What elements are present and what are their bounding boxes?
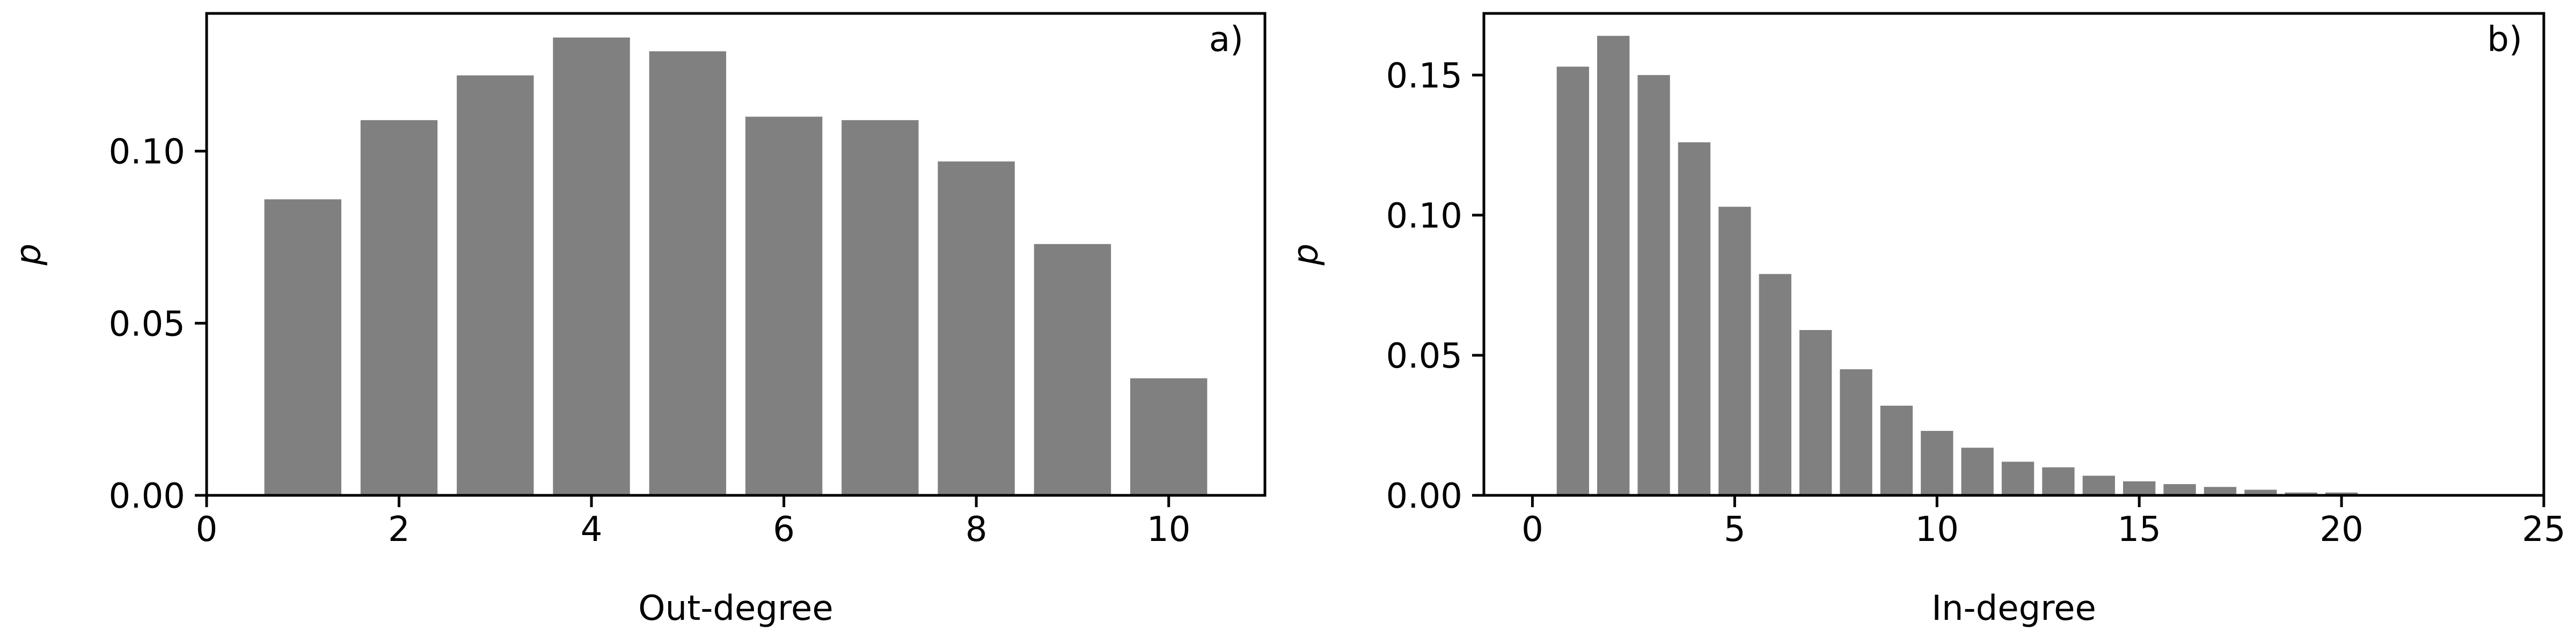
panel-b-bar-6 (1759, 274, 1791, 495)
panel-b-in-degree: 0 5 10 15 20 250.000.050.100.15 b) In-degree … (1286, 12, 2566, 628)
panel-b-x-tick-label-4: 20 (2319, 510, 2363, 550)
panel-b-ticks: 0 5 10 15 20 25 0.00 0.05 0.10 0.15 (1386, 56, 2566, 550)
panel-a-bar-7 (841, 120, 919, 496)
panel-b-x-tick-label-1: 5 (1724, 510, 1746, 550)
panel-a-out-degree: 0 2 4 6 8 10 0.00 0.05 0.10 a) Out-degree p (9, 12, 1267, 628)
panel-b-y-tick-label-1: 0.05 (1386, 336, 1463, 376)
panel-a-bar-10 (1130, 378, 1208, 495)
panel-a-ticks: 0 2 4 6 8 10 0.00 0.05 0.10 (109, 133, 1191, 550)
panel-b-bar-4 (1678, 142, 1711, 495)
panel-a-bar-3 (457, 75, 534, 495)
panel-a-bars (264, 37, 1208, 496)
panel-b-bar-14 (2082, 475, 2115, 495)
panel-b-label: b) (2487, 20, 2522, 60)
panel-a-label: a) (1209, 20, 1243, 60)
panel-b-bar-5 (1718, 207, 1751, 496)
panel-b-x-tick-label-2: 10 (1915, 510, 1959, 550)
panel-b-x-tick-label-3: 15 (2117, 510, 2161, 550)
panel-a-y-tick-label-1: 0.05 (109, 304, 186, 344)
panel-a-x-tick-label-4: 8 (965, 510, 987, 550)
panel-b-y-axis-label: p (1286, 244, 1326, 266)
panel-a-bar-9 (1034, 244, 1111, 495)
panel-a-x-tick-label-3: 6 (773, 510, 795, 550)
panel-a-bar-6 (745, 116, 823, 495)
panel-b-bar-16 (2163, 484, 2196, 495)
panel-b-bar-8 (1840, 369, 1872, 495)
panel-b-bar-19 (2285, 492, 2317, 495)
panel-a-bar-8 (938, 161, 1015, 495)
panel-a-y-axis-label: p (9, 244, 49, 266)
panel-b-bar-20 (2325, 492, 2358, 495)
panel-a-y-tick-label-0: 0.00 (109, 477, 186, 516)
panel-b-y-tick-label-3: 0.15 (1386, 56, 1463, 96)
panel-a-y-tick-label-2: 0.10 (109, 133, 186, 172)
panel-a-x-tick-label-5: 10 (1147, 510, 1190, 550)
panel-b-x-tick-label-5: 25 (2522, 510, 2565, 550)
panel-b-bar-2 (1597, 35, 1630, 495)
panel-b-bar-11 (1961, 448, 1994, 495)
panel-b-bar-10 (1921, 430, 1953, 495)
panel-b-bar-12 (2001, 462, 2035, 495)
panel-b-bar-7 (1799, 330, 1832, 495)
panel-a-bar-5 (649, 51, 727, 496)
panel-b-bar-17 (2204, 487, 2237, 495)
panel-a-bar-4 (553, 37, 630, 495)
panel-a-bar-2 (360, 120, 438, 496)
panel-b-bar-9 (1880, 405, 1913, 495)
panel-a-x-tick-label-0: 0 (196, 510, 218, 550)
panel-b-bar-13 (2042, 467, 2075, 495)
panel-b-axes-frame (1482, 12, 2545, 497)
panel-a-x-axis-label: Out-degree (638, 589, 833, 628)
panel-a-x-tick-label-2: 4 (581, 510, 603, 550)
panel-b-bar-15 (2123, 481, 2156, 495)
panel-a-x-tick-label-1: 2 (388, 510, 410, 550)
panel-a-axes-frame (205, 12, 1267, 497)
panel-b-y-tick-label-2: 0.10 (1386, 196, 1463, 236)
panel-a-bar-1 (264, 199, 341, 495)
panel-b-bar-1 (1556, 67, 1589, 495)
panel-b-bar-18 (2244, 489, 2277, 495)
panel-b-y-tick-label-0: 0.00 (1386, 477, 1463, 516)
panel-b-bars (1556, 35, 2358, 496)
panel-b-bar-3 (1637, 75, 1670, 495)
panel-b-x-axis-label: In-degree (1931, 589, 2096, 628)
panel-b-x-tick-label-0: 0 (1521, 510, 1543, 550)
